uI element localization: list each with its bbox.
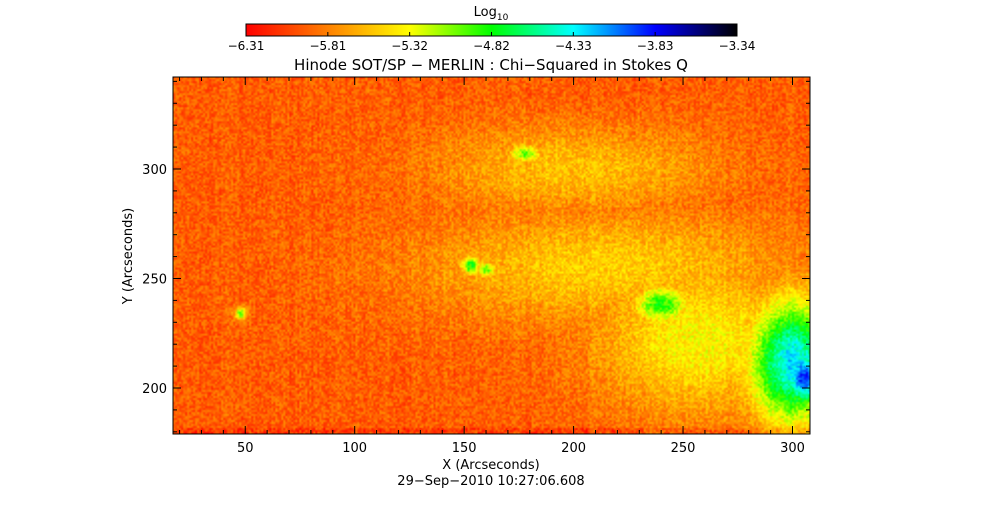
x-axis-label: X (Arcseconds) xyxy=(442,458,539,473)
colorbar-tick-label: −6.31 xyxy=(228,39,265,53)
colorbar-label: Log10 xyxy=(474,5,509,23)
timestamp: 29−Sep−2010 10:27:06.608 xyxy=(397,474,584,489)
y-tick-label: 300 xyxy=(142,163,167,178)
colorbar-tick-label: −5.81 xyxy=(309,39,346,53)
x-tick-label: 100 xyxy=(342,441,367,456)
colorbar-tick-label: −4.82 xyxy=(473,39,510,53)
plot-frame xyxy=(172,76,811,435)
y-tick-label: 250 xyxy=(142,272,167,287)
x-tick-label: 50 xyxy=(237,441,254,456)
colorbar-tick-label: −5.32 xyxy=(391,39,428,53)
colorbar-tick-label: −3.34 xyxy=(719,39,756,53)
x-tick-label: 250 xyxy=(671,441,696,456)
x-tick-label: 300 xyxy=(780,441,805,456)
chart-title: Hinode SOT/SP − MERLIN : Chi−Squared in … xyxy=(294,56,688,74)
x-tick-label: 150 xyxy=(452,441,477,456)
y-tick-label: 200 xyxy=(142,382,167,397)
heatmap-image xyxy=(173,77,810,434)
y-axis: 200 250 300 xyxy=(142,80,810,433)
colorbar-tick-label: −3.83 xyxy=(637,39,674,53)
y-axis-label: Y (Arcseconds) xyxy=(121,208,136,305)
x-tick-label: 200 xyxy=(561,441,586,456)
colorbar-ticks: −6.31 −5.81 −5.32 −4.82 −4.33 −3.83 −3.34 xyxy=(228,32,756,53)
x-axis: 50 100 150 200 250 300 xyxy=(179,77,805,456)
colorbar-tick-label: −4.33 xyxy=(555,39,592,53)
colorbar-label-sub: 10 xyxy=(497,13,509,23)
colorbar: Log10 −6.31 −5.81 −5.32 −4.82 −4.33 −3.83 −3.3… xyxy=(228,5,756,53)
colorbar-label-main: Log xyxy=(474,5,497,20)
